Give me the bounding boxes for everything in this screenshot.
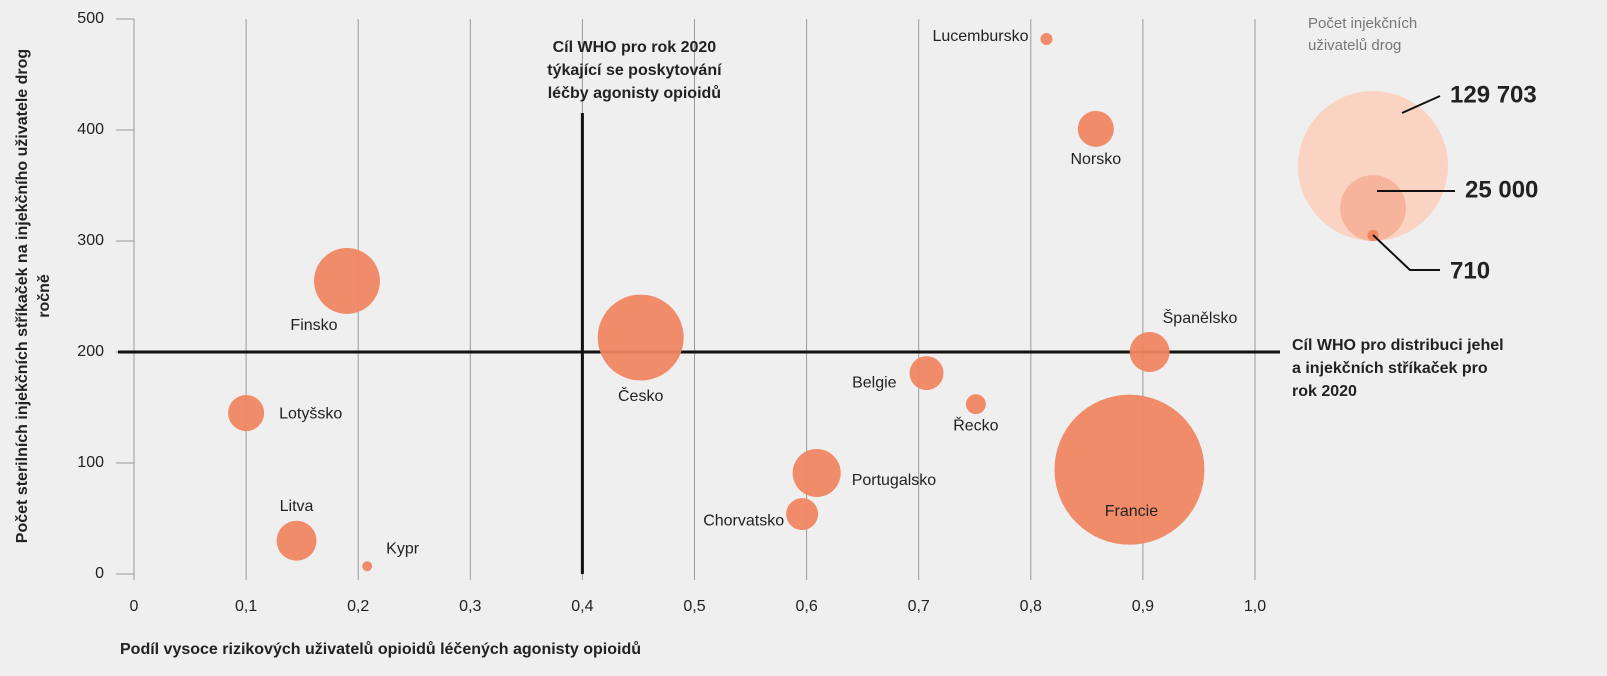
y-tick-label: 500 [77, 10, 104, 27]
point-label: Kypr [386, 540, 420, 557]
bubble [276, 520, 317, 561]
point-label: Finsko [290, 317, 337, 334]
bubble [362, 561, 373, 572]
y-tick-label: 400 [77, 121, 104, 138]
x-tick-label: 0,9 [1132, 598, 1154, 615]
x-tick-label: 0,7 [908, 598, 930, 615]
bubble [314, 248, 380, 314]
reference-label: Cíl WHO pro rok 2020 [553, 39, 717, 56]
point-label: Litva [280, 498, 314, 515]
legend-label: 710 [1450, 257, 1490, 284]
point-label: Norsko [1070, 151, 1121, 168]
legend-title: Počet injekčních [1308, 15, 1417, 32]
x-axis-label: Podíl vysoce rizikových uživatelů opioid… [120, 641, 641, 658]
point-label: Španělsko [1163, 308, 1238, 327]
point-label: Lotyšsko [279, 405, 342, 422]
reference-label: léčby agonisty opioidů [548, 85, 721, 102]
reference-label: a injekčních stříkaček pro [1292, 360, 1488, 377]
y-tick-label: 0 [95, 565, 104, 582]
y-tick-label: 100 [77, 454, 104, 471]
x-tick-label: 0,1 [235, 598, 257, 615]
reference-label: týkající se poskytování [547, 62, 722, 79]
bubble [1054, 394, 1205, 545]
reference-label: rok 2020 [1292, 383, 1357, 400]
x-tick-label: 0,3 [459, 598, 481, 615]
bubble [228, 395, 265, 432]
x-tick-label: 0,5 [683, 598, 705, 615]
y-tick-label: 200 [77, 343, 104, 360]
point-label: Francie [1105, 503, 1158, 520]
point-label: Portugalsko [852, 472, 937, 489]
bubble [597, 294, 684, 381]
bubble [965, 394, 986, 415]
legend-leader [1401, 95, 1441, 114]
x-tick-label: 0 [130, 598, 139, 615]
x-tick-label: 0,6 [795, 598, 817, 615]
x-tick-label: 0,2 [347, 598, 369, 615]
bubble [1077, 110, 1114, 147]
legend-title: uživatelů drog [1308, 37, 1401, 54]
point-label: Řecko [953, 415, 998, 434]
reference-label: Cíl WHO pro distribuci jehel [1292, 337, 1504, 354]
y-axis-label: Počet sterilních injekčních stříkaček na… [14, 49, 31, 543]
x-tick-label: 1,0 [1244, 598, 1266, 615]
point-label: Lucembursko [932, 28, 1028, 45]
x-tick-label: 0,8 [1020, 598, 1042, 615]
y-tick-label: 300 [77, 232, 104, 249]
legend-leader [1372, 234, 1440, 271]
point-label: Chorvatsko [703, 512, 784, 529]
legend-bubble [1298, 91, 1448, 241]
x-tick-label: 0,4 [571, 598, 593, 615]
point-label: Česko [618, 386, 663, 405]
bubble [1129, 332, 1170, 372]
legend-label: 129 703 [1450, 81, 1537, 108]
point-label: Belgie [852, 374, 897, 391]
bubble [792, 448, 841, 498]
bubble [1040, 32, 1053, 45]
legend-label: 25 000 [1465, 176, 1538, 203]
y-axis-label: ročně [36, 274, 53, 318]
bubble [786, 498, 819, 531]
bubble [909, 356, 944, 391]
